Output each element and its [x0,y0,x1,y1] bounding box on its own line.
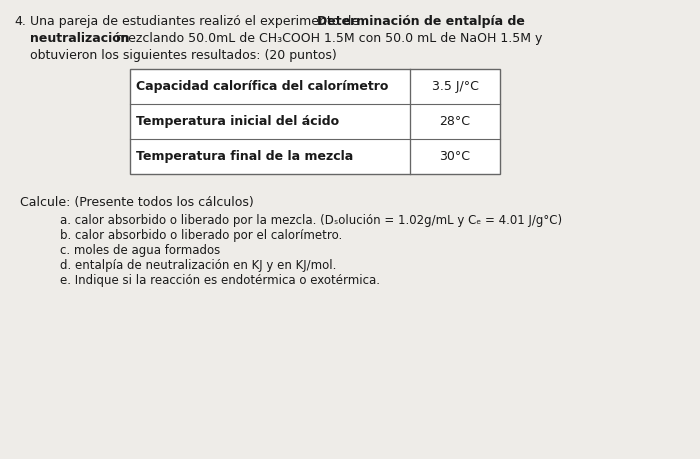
Text: 30°C: 30°C [440,150,470,163]
Text: d. entalpía de neutralización en KJ y en KJ/mol.: d. entalpía de neutralización en KJ y en… [60,259,337,272]
Text: b. calor absorbido o liberado por el calorímetro.: b. calor absorbido o liberado por el cal… [60,229,342,242]
Bar [130,69,500,174]
Text: 28°C: 28°C [440,115,470,128]
Text: Calcule: (Presente todos los cálculos): Calcule: (Presente todos los cálculos) [20,196,253,209]
Text: 4.: 4. [14,15,26,28]
Text: c. moles de agua formados: c. moles de agua formados [60,244,220,257]
Text: a. calor absorbido o liberado por la mezcla. (Dₛolución = 1.02g/mL y Cₑ = 4.01 J: a. calor absorbido o liberado por la mez… [60,214,562,227]
Text: mezclando 50.0mL de CH₃COOH 1.5M con 50.0 mL de NaOH 1.5M y: mezclando 50.0mL de CH₃COOH 1.5M con 50.… [112,32,542,45]
Text: Temperatura final de la mezcla: Temperatura final de la mezcla [136,150,354,163]
Text: e. Indique si la reacción es endotérmica o exotérmica.: e. Indique si la reacción es endotérmica… [60,274,380,287]
Text: obtuvieron los siguientes resultados: (20 puntos): obtuvieron los siguientes resultados: (2… [30,49,337,62]
Text: 3.5 J/°C: 3.5 J/°C [432,80,478,93]
Text: Capacidad calorífica del calorímetro: Capacidad calorífica del calorímetro [136,80,388,93]
Text: neutralización: neutralización [30,32,130,45]
Text: Determinación de entalpía de: Determinación de entalpía de [317,15,525,28]
Text: Una pareja de estudiantes realizó el experimento de: Una pareja de estudiantes realizó el exp… [30,15,363,28]
Text: Temperatura inicial del ácido: Temperatura inicial del ácido [136,115,339,128]
